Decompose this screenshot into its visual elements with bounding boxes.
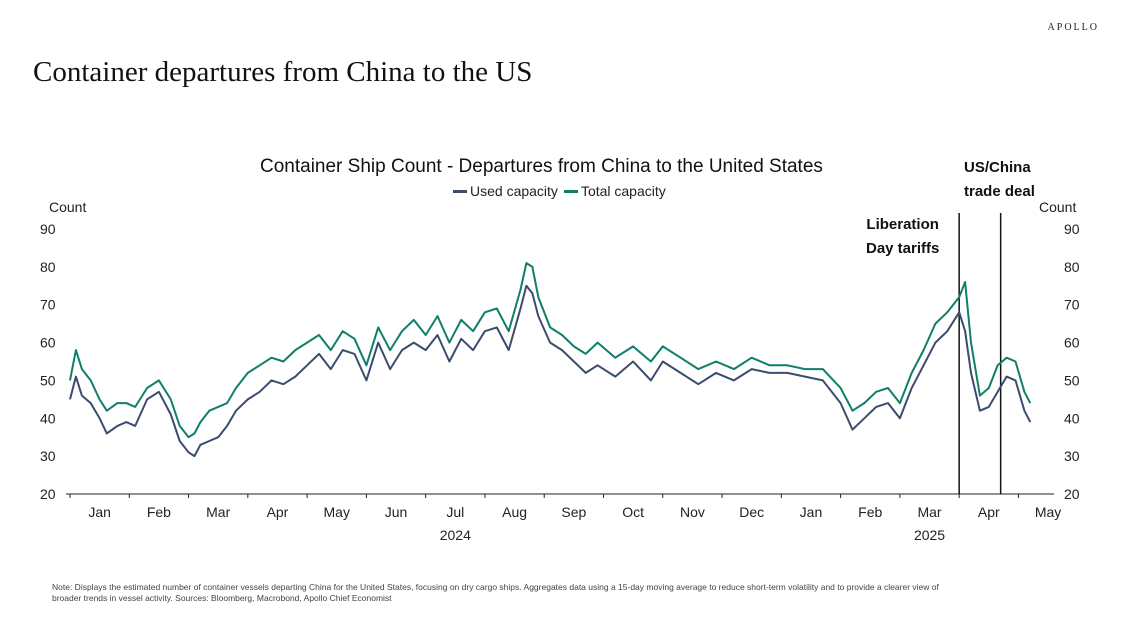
legend-swatch-used [453, 189, 467, 193]
legend-item-used: Used capacity [453, 183, 558, 199]
x-tick-label: Apr [978, 504, 1000, 520]
y-axis-unit-right: Count [1039, 199, 1077, 215]
event-label-liberation-day: Liberation Day tariffs [866, 213, 939, 261]
x-tick-label: Feb [147, 504, 171, 520]
brand-logo: APOLLO [1047, 22, 1099, 33]
x-tick-label: Nov [680, 504, 705, 520]
footnote: Note: Displays the estimated number of c… [52, 582, 939, 603]
legend-label-total: Total capacity [580, 183, 666, 199]
y-tick-label-left: 70 [40, 297, 56, 313]
y-tick-label-left: 90 [40, 221, 56, 237]
x-tick-label: May [1035, 504, 1061, 520]
legend-item-total: Total capacity [563, 183, 666, 199]
x-tick-label: Feb [858, 504, 882, 520]
y-tick-label-right: 40 [1064, 410, 1080, 426]
x-tick-label: May [324, 504, 350, 520]
y-tick-label-left: 40 [40, 410, 56, 426]
event-label-line: trade deal [964, 183, 1035, 200]
x-tick-label: Jan [88, 504, 111, 520]
chart-legend: Used capacity Total capacity [453, 183, 666, 199]
x-tick-label: Mar [917, 504, 941, 520]
event-label-line: US/China [964, 159, 1031, 176]
series-line-total-capacity [69, 262, 1032, 439]
chart-title: Container Ship Count - Departures from C… [260, 156, 823, 177]
y-tick-label-right: 60 [1064, 335, 1080, 351]
legend-label-used: Used capacity [470, 183, 558, 199]
event-label-trade-deal: US/China trade deal [964, 156, 1035, 204]
y-tick-label-right: 50 [1064, 372, 1080, 388]
y-tick-label-right: 70 [1064, 297, 1080, 313]
y-tick-label-left: 50 [40, 372, 56, 388]
series-line-used-capacity [69, 284, 1032, 458]
page-title: Container departures from China to the U… [33, 56, 533, 88]
y-tick-label-right: 20 [1064, 486, 1080, 502]
y-tick-label-left: 30 [40, 448, 56, 464]
x-tick-label: Jul [446, 504, 464, 520]
y-tick-label-left: 60 [40, 335, 56, 351]
x-tick-label: Jan [800, 504, 823, 520]
x-year-label: 2024 [440, 527, 471, 543]
x-tick-label: Jun [385, 504, 408, 520]
x-tick-label: Oct [622, 504, 644, 520]
x-tick-label: Aug [502, 504, 527, 520]
legend-swatch-total [563, 189, 578, 193]
y-tick-label-left: 80 [40, 259, 56, 275]
x-tick-label: Mar [206, 504, 230, 520]
x-tick-label: Sep [561, 504, 586, 520]
x-tick-label: Dec [739, 504, 764, 520]
event-label-line: Liberation [866, 216, 939, 233]
x-year-label: 2025 [914, 527, 945, 543]
event-label-line: Day tariffs [866, 240, 940, 257]
x-tick-label: Apr [267, 504, 289, 520]
y-tick-label-right: 30 [1064, 448, 1080, 464]
y-tick-label-left: 20 [40, 486, 56, 502]
y-tick-label-right: 90 [1064, 221, 1080, 237]
y-axis-unit-left: Count [49, 199, 87, 215]
y-tick-label-right: 80 [1064, 259, 1080, 275]
